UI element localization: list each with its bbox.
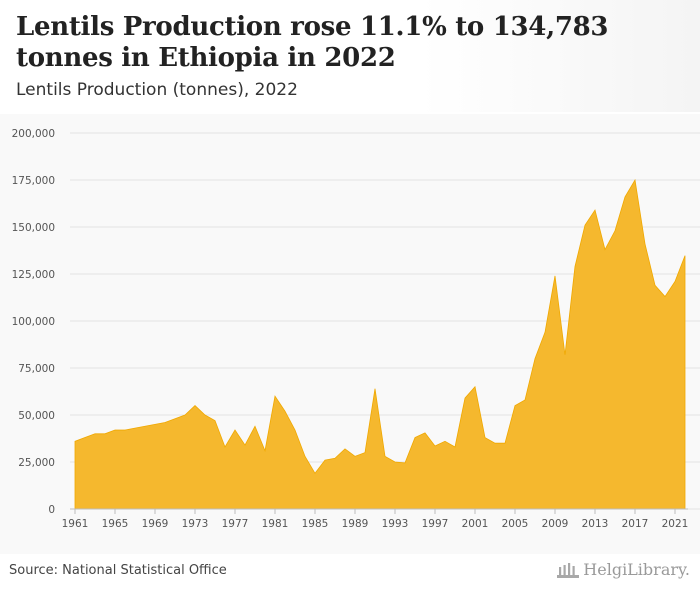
y-tick-label: 150,000	[12, 222, 55, 234]
y-tick-label: 175,000	[12, 175, 55, 187]
x-tick-label: 1965	[102, 518, 129, 530]
y-tick-label: 125,000	[12, 269, 55, 281]
x-tick-label: 1997	[422, 518, 449, 530]
x-tick-label: 2013	[582, 518, 609, 530]
x-tick-label: 1985	[302, 518, 329, 530]
x-tick-label: 1961	[62, 518, 89, 530]
library-columns-icon	[557, 562, 580, 578]
y-tick-label: 25,000	[18, 457, 55, 469]
x-tick-label: 1981	[262, 518, 289, 530]
x-tick-label: 1977	[222, 518, 249, 530]
y-tick-label: 75,000	[18, 363, 55, 375]
header: Lentils Production rose 11.1% to 134,783…	[0, 0, 700, 112]
source-note: Source: National Statistical Office	[9, 563, 227, 578]
x-tick-label: 2009	[542, 518, 569, 530]
y-tick-label: 100,000	[12, 316, 55, 328]
logo-text: HelgiLibrary.	[583, 560, 690, 579]
helgilibrary-logo[interactable]: HelgiLibrary.	[557, 560, 690, 579]
production-area	[74, 178, 686, 510]
x-tick-label: 2021	[662, 518, 689, 530]
x-tick-label: 2001	[462, 518, 489, 530]
chart-subtitle: Lentils Production (tonnes), 2022	[16, 80, 298, 100]
x-tick-label: 2005	[502, 518, 529, 530]
y-tick-label: 0	[48, 504, 55, 516]
page-title: Lentils Production rose 11.1% to 134,783…	[16, 12, 609, 73]
x-tick-label: 1969	[142, 518, 169, 530]
x-tick-label: 1993	[382, 518, 409, 530]
y-tick-label: 200,000	[12, 128, 55, 140]
x-tick-label: 2017	[622, 518, 649, 530]
x-tick-label: 1973	[182, 518, 209, 530]
x-tick-label: 1989	[342, 518, 369, 530]
y-tick-label: 50,000	[18, 410, 55, 422]
